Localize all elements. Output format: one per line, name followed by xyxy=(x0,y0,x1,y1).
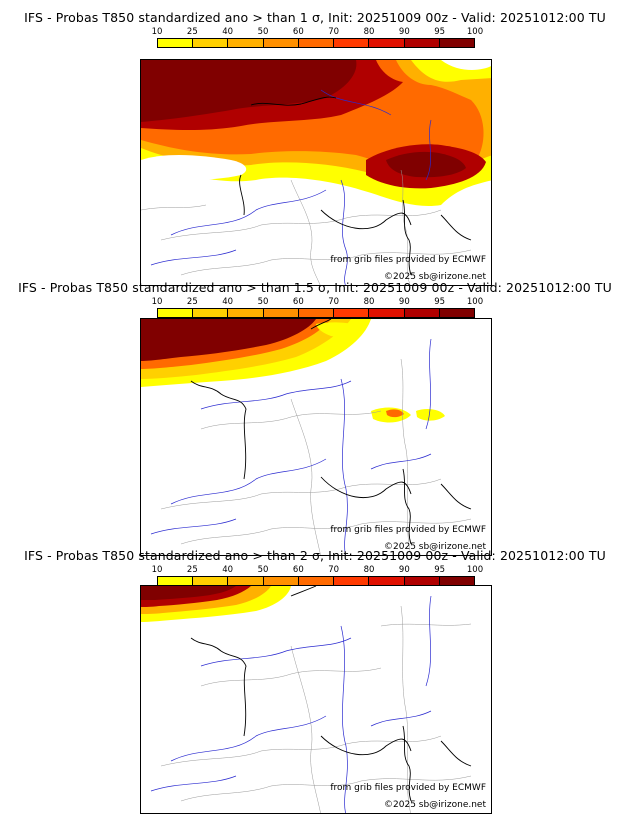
probability-map: from grib files provided by ECMWF ©2025 … xyxy=(140,318,492,556)
source-credit: from grib files provided by ECMWF xyxy=(330,255,486,265)
colorbar-tick-label: 60 xyxy=(292,565,304,575)
colorbar-swatch xyxy=(158,577,193,585)
map-canvas xyxy=(141,319,472,555)
colorbar-swatch xyxy=(368,39,404,47)
colorbar-swatch xyxy=(158,39,193,47)
coastline xyxy=(190,586,472,802)
copyright: ©2025 sb@irizone.net xyxy=(384,800,486,810)
colorbar-bar xyxy=(157,308,475,318)
colorbar-swatch xyxy=(403,39,439,47)
colorbar-swatch xyxy=(262,309,298,317)
colorbar-swatch xyxy=(297,577,334,585)
colorbar-tick-label: 80 xyxy=(363,27,375,37)
colorbar-swatch xyxy=(262,577,298,585)
colorbar-swatch xyxy=(227,577,263,585)
rivers xyxy=(150,338,432,555)
probability-map: from grib files provided by ECMWF ©2025 … xyxy=(140,59,492,286)
country-borders xyxy=(160,358,472,555)
probability-shading xyxy=(141,319,445,423)
colorbar-swatch xyxy=(438,309,474,317)
colorbar-tick-label: 40 xyxy=(222,27,234,37)
colorbar-swatch xyxy=(192,39,228,47)
colorbar-tick-label: 80 xyxy=(363,565,375,575)
map-canvas xyxy=(141,60,491,285)
colorbar-tick-label: 60 xyxy=(292,27,304,37)
panel-title: IFS - Probas T850 standardized ano > tha… xyxy=(18,280,612,295)
coastline xyxy=(190,319,472,545)
colorbar-swatch xyxy=(333,309,369,317)
colorbar-legend: 10 25 40 50 60 70 80 90 95 100 xyxy=(152,297,484,318)
colorbar-tick-label: 25 xyxy=(186,297,198,307)
colorbar-legend: 10 25 40 50 60 70 80 90 95 100 xyxy=(152,27,484,48)
colorbar-ticks: 10 25 40 50 60 70 80 90 95 100 xyxy=(152,565,484,576)
colorbar-swatch xyxy=(333,577,369,585)
probability-shading xyxy=(141,586,291,622)
colorbar-swatch xyxy=(227,39,263,47)
colorbar-tick-label: 100 xyxy=(466,297,484,307)
colorbar-swatch xyxy=(192,577,228,585)
copyright: ©2025 sb@irizone.net xyxy=(384,542,486,552)
colorbar-swatch xyxy=(192,309,228,317)
colorbar-tick-label: 70 xyxy=(328,565,340,575)
colorbar-swatch xyxy=(297,39,334,47)
colorbar-tick-label: 95 xyxy=(434,565,446,575)
colorbar-swatch xyxy=(403,577,439,585)
colorbar-tick-label: 25 xyxy=(186,565,198,575)
colorbar-swatch xyxy=(403,309,439,317)
colorbar-swatch xyxy=(297,309,334,317)
colorbar-tick-label: 70 xyxy=(328,27,340,37)
colorbar-ticks: 10 25 40 50 60 70 80 90 95 100 xyxy=(152,297,484,308)
colorbar-tick-label: 25 xyxy=(186,27,198,37)
colorbar-swatch xyxy=(333,39,369,47)
colorbar-ticks: 10 25 40 50 60 70 80 90 95 100 xyxy=(152,27,484,38)
colorbar-swatch xyxy=(262,39,298,47)
source-credit: from grib files provided by ECMWF xyxy=(330,525,486,535)
coastline xyxy=(239,96,472,276)
colorbar-tick-label: 95 xyxy=(434,297,446,307)
colorbar-swatch xyxy=(438,39,474,47)
colorbar-tick-label: 70 xyxy=(328,297,340,307)
map-panel-3: IFS - Probas T850 standardized ano > tha… xyxy=(0,548,630,828)
colorbar-tick-label: 95 xyxy=(434,27,446,37)
colorbar-swatch xyxy=(227,309,263,317)
source-credit: from grib files provided by ECMWF xyxy=(330,783,486,793)
panel-title: IFS - Probas T850 standardized ano > tha… xyxy=(24,548,606,563)
colorbar-tick-label: 40 xyxy=(222,297,234,307)
colorbar-bar xyxy=(157,38,475,48)
colorbar-tick-label: 10 xyxy=(151,297,163,307)
colorbar-tick-label: 90 xyxy=(398,565,410,575)
colorbar-tick-label: 80 xyxy=(363,297,375,307)
colorbar-swatch xyxy=(158,309,193,317)
panel-title: IFS - Probas T850 standardized ano > tha… xyxy=(24,10,606,25)
colorbar-tick-label: 50 xyxy=(257,565,269,575)
colorbar-tick-label: 90 xyxy=(398,27,410,37)
rivers xyxy=(150,89,432,285)
colorbar-tick-label: 50 xyxy=(257,27,269,37)
colorbar-tick-label: 10 xyxy=(151,565,163,575)
colorbar-tick-label: 100 xyxy=(466,565,484,575)
map-panel-2: IFS - Probas T850 standardized ano > tha… xyxy=(0,280,630,556)
colorbar-tick-label: 100 xyxy=(466,27,484,37)
colorbar-legend: 10 25 40 50 60 70 80 90 95 100 xyxy=(152,565,484,586)
map-canvas xyxy=(141,586,472,813)
country-borders xyxy=(160,605,472,813)
colorbar-tick-label: 50 xyxy=(257,297,269,307)
colorbar-tick-label: 10 xyxy=(151,27,163,37)
map-panel-1: IFS - Probas T850 standardized ano > tha… xyxy=(0,10,630,286)
rivers xyxy=(150,595,432,813)
colorbar-tick-label: 40 xyxy=(222,565,234,575)
colorbar-tick-label: 60 xyxy=(292,297,304,307)
probability-shading xyxy=(141,60,491,206)
colorbar-swatch xyxy=(368,309,404,317)
colorbar-tick-label: 90 xyxy=(398,297,410,307)
copyright: ©2025 sb@irizone.net xyxy=(384,272,486,282)
colorbar-swatch xyxy=(368,577,404,585)
probability-map: from grib files provided by ECMWF ©2025 … xyxy=(140,585,492,814)
colorbar-swatch xyxy=(438,577,474,585)
